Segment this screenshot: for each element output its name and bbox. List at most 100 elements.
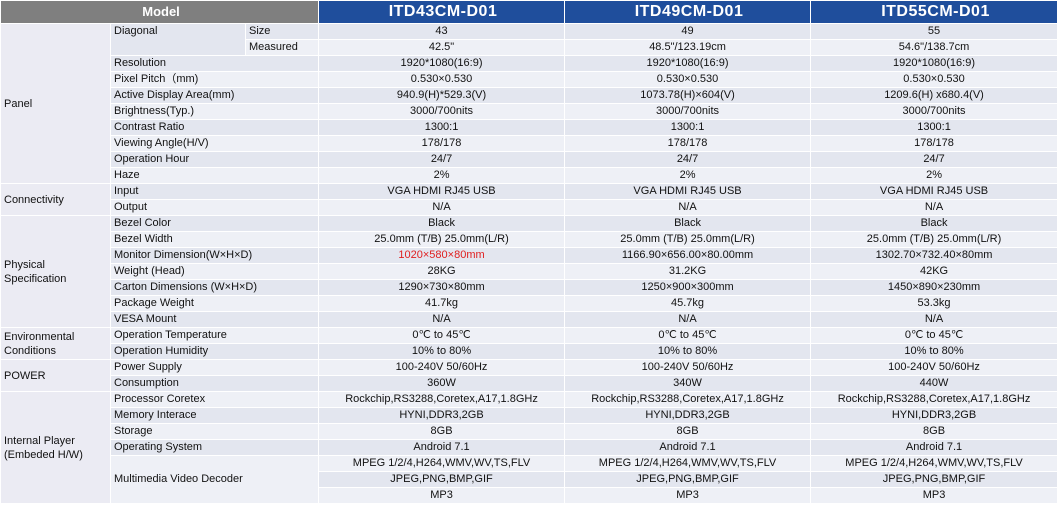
cell-value: 31.2KG: [564, 263, 812, 280]
table-row: Connectivity Input VGA HDMI RJ45 USB VGA…: [0, 183, 1057, 216]
row-label: Multimedia Video Decoder: [109, 455, 320, 504]
cell-value: N/A: [318, 311, 566, 328]
table-row: Monitor Dimension(W×H×D) 1020×580×80mm 1…: [1, 247, 1057, 264]
cell-value: 25.0mm (T/B) 25.0mm(L/R): [318, 231, 566, 248]
row-label: Operation Temperature: [109, 327, 320, 344]
cell-value: 1920*1080(16:9): [810, 55, 1057, 72]
section-panel: Panel: [0, 23, 111, 184]
cell-value: 100-240V 50/60Hz: [810, 359, 1057, 376]
header-row: Model ITD43CM-D01 ITD49CM-D01 ITD55CM-D0…: [0, 0, 1057, 24]
cell-value: 10% to 80%: [318, 343, 566, 360]
cell-value: 1250×900×300mm: [564, 279, 812, 296]
row-label: Haze: [109, 167, 320, 184]
cell-value: 41.7kg: [318, 295, 566, 312]
row-label: Power Supply: [109, 359, 320, 376]
table-row: Measured 42.5" 48.5"/123.19cm 54.6"/138.…: [1, 39, 1057, 56]
cell-value: 54.6"/138.7cm: [810, 39, 1057, 56]
row-label: Memory Interace: [109, 407, 320, 424]
row-label: Package Weight: [109, 295, 320, 312]
cell-value: HYNI,DDR3,2GB: [564, 407, 812, 424]
cell-value: 53.3kg: [810, 295, 1057, 312]
table-row: Consumption 360W 340W 440W: [1, 375, 1057, 392]
table-row: Package Weight 41.7kg 45.7kg 53.3kg: [1, 295, 1057, 312]
section-environmental: Environmental Conditions: [0, 327, 111, 360]
cell-value: 8GB: [318, 423, 566, 440]
row-label: Resolution: [109, 55, 320, 72]
row-label: Contrast Ratio: [109, 119, 320, 136]
cell-value: VGA HDMI RJ45 USB: [810, 183, 1057, 200]
row-sublabel: Measured: [244, 39, 320, 56]
row-label: Storage: [109, 423, 320, 440]
cell-value: 8GB: [810, 423, 1057, 440]
table-row: Brightness(Typ.) 3000/700nits 3000/700ni…: [1, 103, 1057, 120]
cell-value: HYNI,DDR3,2GB: [318, 407, 566, 424]
cell-value: 24/7: [318, 151, 566, 168]
cell-value: 55: [810, 23, 1057, 40]
cell-value: N/A: [318, 199, 566, 216]
cell-value: 2%: [810, 167, 1057, 184]
cell-value: N/A: [810, 311, 1057, 328]
cell-value: 42.5": [318, 39, 566, 56]
cell-value: 1300:1: [318, 119, 566, 136]
table-row: Contrast Ratio 1300:1 1300:1 1300:1: [1, 119, 1057, 136]
cell-value: Black: [564, 215, 812, 232]
table-row: POWER Power Supply 100-240V 50/60Hz 100-…: [0, 359, 1057, 392]
row-label: Operating System: [109, 439, 320, 456]
cell-value: 45.7kg: [564, 295, 812, 312]
cell-value: 1300:1: [564, 119, 812, 136]
cell-value: N/A: [564, 199, 812, 216]
cell-value: Black: [810, 215, 1057, 232]
cell-value: 24/7: [810, 151, 1057, 168]
row-label: Active Display Area(mm): [109, 87, 320, 104]
table-row: Panel Diagonal Size 43 49 55: [0, 23, 1057, 184]
cell-value: 25.0mm (T/B) 25.0mm(L/R): [810, 231, 1057, 248]
cell-value: MP3: [318, 487, 566, 504]
cell-value: 48.5"/123.19cm: [564, 39, 812, 56]
table-row: JPEG,PNG,BMP,GIF JPEG,PNG,BMP,GIF JPEG,P…: [1, 471, 1057, 488]
cell-value: 3000/700nits: [810, 103, 1057, 120]
row-sublabel: Size: [244, 23, 320, 40]
cell-value: 1450×890×230mm: [810, 279, 1057, 296]
cell-value: JPEG,PNG,BMP,GIF: [810, 471, 1057, 488]
cell-value: 0℃ to 45℃: [810, 327, 1057, 344]
table-row: Output N/A N/A N/A: [1, 199, 1057, 216]
table-row: Storage 8GB 8GB 8GB: [1, 423, 1057, 440]
table-row: Weight (Head) 28KG 31.2KG 42KG: [1, 263, 1057, 280]
cell-value: 178/178: [318, 135, 566, 152]
cell-value: 178/178: [810, 135, 1057, 152]
model-name-3: ITD55CM-D01: [810, 0, 1057, 24]
cell-value: 3000/700nits: [564, 103, 812, 120]
cell-value: Black: [318, 215, 566, 232]
cell-value: VGA HDMI RJ45 USB: [318, 183, 566, 200]
row-label: Viewing Angle(H/V): [109, 135, 320, 152]
cell-value: 940.9(H)*529.3(V): [318, 87, 566, 104]
cell-value: 10% to 80%: [564, 343, 812, 360]
row-label: Pixel Pitch（mm): [109, 71, 320, 88]
cell-value: MPEG 1/2/4,H264,WMV,WV,TS,FLV: [318, 455, 566, 472]
table-row: Operating System Android 7.1 Android 7.1…: [1, 439, 1057, 456]
cell-value: 42KG: [810, 263, 1057, 280]
cell-value: VGA HDMI RJ45 USB: [564, 183, 812, 200]
cell-value: 0.530×0.530: [810, 71, 1057, 88]
cell-value: Rockchip,RS3288,Coretex,A17,1.8GHz: [564, 391, 812, 408]
cell-value: HYNI,DDR3,2GB: [810, 407, 1057, 424]
table-row: Environmental Conditions Operation Tempe…: [0, 327, 1057, 360]
cell-value: Android 7.1: [810, 439, 1057, 456]
cell-value: JPEG,PNG,BMP,GIF: [564, 471, 812, 488]
cell-value: MP3: [564, 487, 812, 504]
table-row: Pixel Pitch（mm) 0.530×0.530 0.530×0.530 …: [1, 71, 1057, 88]
cell-value: Android 7.1: [564, 439, 812, 456]
row-label: Processor Coretex: [109, 391, 320, 408]
cell-value: 0.530×0.530: [564, 71, 812, 88]
cell-value-highlighted: 1020×580×80mm: [318, 247, 566, 264]
cell-value: 1920*1080(16:9): [564, 55, 812, 72]
cell-value: 28KG: [318, 263, 566, 280]
model-name-2: ITD49CM-D01: [564, 0, 812, 24]
row-label: Diagonal: [110, 23, 246, 56]
row-label: Output: [109, 199, 320, 216]
cell-value: 10% to 80%: [810, 343, 1057, 360]
cell-value: Rockchip,RS3288,Coretex,A17,1.8GHz: [318, 391, 566, 408]
cell-value: 1166.90×656.00×80.00mm: [564, 247, 812, 264]
row-label: Monitor Dimension(W×H×D): [109, 247, 320, 264]
cell-value: 0℃ to 45℃: [564, 327, 812, 344]
